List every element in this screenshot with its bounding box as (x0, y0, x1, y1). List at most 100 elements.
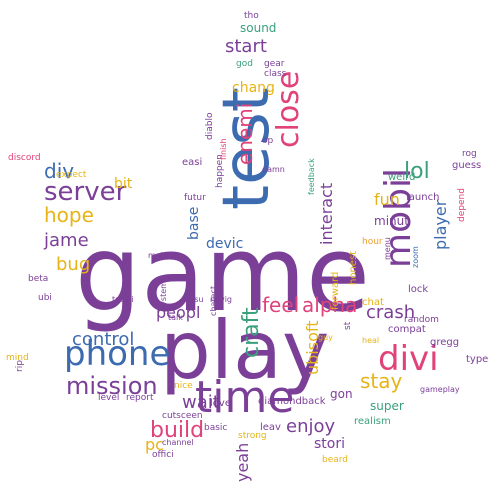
cloud-word-tutori: tutori (112, 295, 134, 304)
cloud-word-feel: feel (262, 293, 299, 317)
cloud-word-forward: forward (330, 272, 341, 310)
cloud-word-ubi: ubi (38, 293, 52, 303)
cloud-word-st: st (343, 321, 353, 330)
cloud-word-fun: fun (374, 190, 400, 209)
cloud-word-type: type (466, 354, 488, 365)
cloud-word-heal: heal (362, 336, 379, 345)
cloud-word-issu: issu (188, 295, 204, 304)
cloud-word-wait: wait (182, 392, 220, 413)
cloud-word-leav: leav (260, 422, 281, 433)
cloud-word-interact: interact (317, 183, 336, 245)
cloud-word-yeah: yeah (233, 443, 252, 482)
cloud-word-compat: compat (388, 324, 426, 335)
cloud-word-realism: realism (354, 416, 391, 427)
cloud-word-phone: phone (64, 334, 170, 374)
cloud-word-stori: stori (314, 436, 345, 452)
cloud-word-happen: happen (215, 154, 225, 188)
cloud-word-alpha: alpha (302, 293, 357, 317)
cloud-word-super: super (370, 399, 404, 413)
cloud-word-base: base (186, 207, 202, 240)
cloud-word-damn: damn (262, 165, 285, 174)
cloud-word-system: system (159, 281, 168, 310)
cloud-word-sound: sound (240, 21, 276, 35)
cloud-word-beta: beta (28, 274, 48, 284)
cloud-word-nice: nice (174, 381, 193, 391)
cloud-word-devic: devic (206, 236, 243, 252)
cloud-word-chat: chat (362, 297, 384, 308)
cloud-word-rog: rog (462, 149, 477, 159)
cloud-word-control: control (72, 329, 134, 350)
cloud-word-class: class (264, 69, 287, 79)
cloud-word-peopl: peopl (156, 303, 200, 322)
cloud-word-gon: gon (330, 387, 353, 401)
cloud-word-build: build (150, 418, 204, 443)
cloud-word-close: close (271, 71, 306, 148)
cloud-word-weird: weird (388, 172, 415, 183)
cloud-word-cutsceen: cutsceen (162, 411, 203, 421)
cloud-word-guess: guess (452, 160, 481, 171)
cloud-word-charact: charact (209, 286, 218, 316)
cloud-word-mind: mind (6, 353, 29, 363)
cloud-word-gregg: gregg (430, 337, 459, 348)
cloud-word-expect: expect (56, 170, 87, 180)
cloud-word-pc: pc (145, 435, 164, 454)
cloud-word-craft: craft (239, 307, 264, 358)
cloud-word-channel: channel (162, 438, 194, 447)
cloud-word-div: div (44, 159, 74, 183)
cloud-word-basic: basic (204, 423, 227, 433)
cloud-word-feedback: feedback (307, 158, 316, 195)
cloud-word-mission: mission (66, 372, 158, 400)
cloud-word-test: test (210, 87, 284, 210)
cloud-word-rip: rip (15, 360, 25, 372)
cloud-word-launch: launch (406, 192, 439, 203)
cloud-word-honest: honest (348, 251, 359, 285)
cloud-word-futur: futur (184, 193, 206, 203)
cloud-word-gear: gear (264, 59, 285, 69)
cloud-word-game: game (75, 213, 370, 335)
cloud-word-bug: bug (56, 254, 90, 275)
cloud-word-stay: stay (360, 369, 403, 393)
cloud-word-level: level (98, 393, 119, 403)
cloud-word-love: love (210, 398, 231, 409)
cloud-word-finish: finish (219, 138, 228, 160)
cloud-word-mobil: mobil (378, 168, 419, 268)
cloud-word-enjoy: enjoy (286, 416, 335, 437)
cloud-word-lock: lock (408, 284, 428, 295)
cloud-word-beard: beard (322, 455, 348, 465)
cloud-word-time: time (195, 372, 294, 423)
cloud-word-player: player (431, 199, 450, 250)
cloud-word-discord: discord (8, 153, 41, 163)
cloud-word-op: op (262, 136, 274, 146)
cloud-word-zoom: zoom (411, 246, 420, 268)
cloud-word-offici: offici (152, 450, 174, 460)
cloud-word-depend: depend (457, 188, 467, 222)
cloud-word-crash: crash (366, 302, 415, 323)
cloud-word-god: god (236, 59, 253, 69)
cloud-word-random: random (404, 315, 439, 325)
cloud-word-main: main (148, 251, 168, 260)
cloud-word-talk: talk (168, 313, 183, 322)
cloud-word-lol: lol (404, 159, 430, 184)
cloud-word-gameplay: gameplay (420, 385, 460, 394)
cloud-word-bit: bit (114, 176, 133, 192)
cloud-word-strong: strong (238, 431, 267, 441)
cloud-word-minut: minut (374, 214, 409, 228)
cloud-word-hope: hope (44, 203, 94, 227)
cloud-word-diablo: diablo (205, 112, 215, 140)
cloud-word-play: play (160, 304, 329, 397)
cloud-word-divi: divi (378, 339, 439, 379)
cloud-word-server: server (44, 177, 127, 207)
cloud-word-diamondback: diamondback (258, 396, 326, 407)
cloud-word-hour: hour (362, 237, 383, 247)
cloud-word-easi: easi (182, 157, 202, 168)
cloud-word-chang: chang (232, 80, 275, 96)
cloud-word-jame: jame (43, 230, 89, 251)
cloud-word-guy: guy (318, 333, 333, 342)
cloud-word-start: start (225, 36, 267, 57)
cloud-word-report: report (126, 393, 154, 403)
cloud-word-menu: menu (383, 237, 392, 260)
cloud-word-ubisoft: ubisoft (303, 321, 322, 376)
cloud-word-enemi: enemi (233, 103, 257, 165)
cloud-word-tho: tho (244, 11, 259, 21)
